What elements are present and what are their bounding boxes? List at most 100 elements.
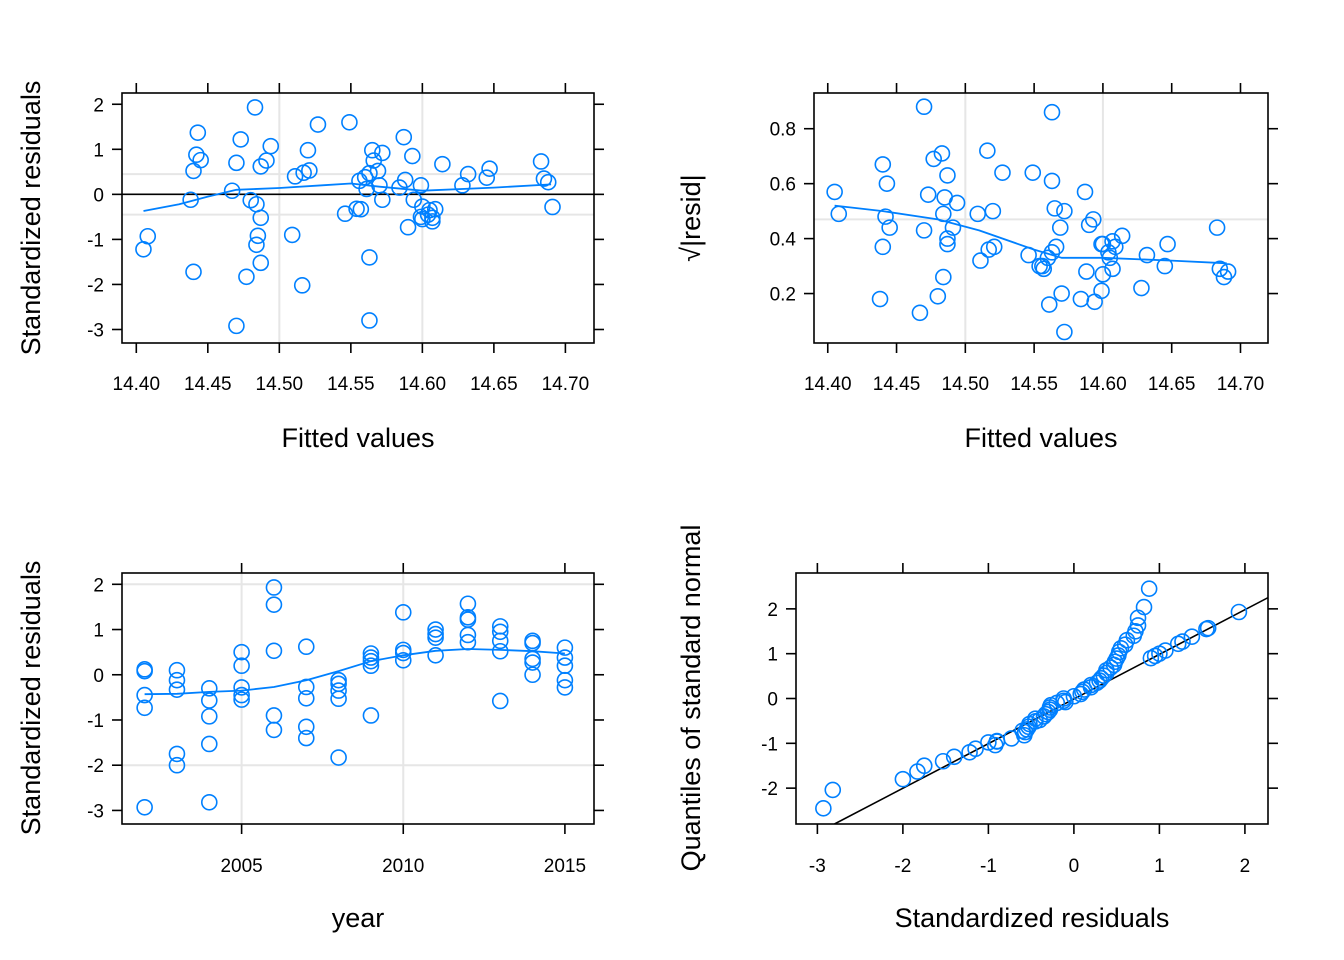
data-point bbox=[265, 596, 283, 613]
data-point bbox=[1208, 219, 1226, 236]
data-point bbox=[826, 183, 843, 201]
data-point bbox=[412, 177, 430, 194]
x-tick-label: 14.45 bbox=[184, 374, 232, 395]
data-point bbox=[939, 167, 956, 184]
x-tick-label: 14.60 bbox=[1079, 374, 1127, 395]
data-point bbox=[297, 638, 315, 656]
y-tick-label: 0 bbox=[93, 185, 104, 206]
y-axis-title: √|resid| bbox=[676, 174, 706, 261]
data-point bbox=[1034, 257, 1051, 275]
data-point bbox=[185, 162, 202, 180]
data-point bbox=[185, 263, 202, 281]
data-point bbox=[1156, 257, 1174, 275]
data-point bbox=[874, 156, 892, 173]
data-point bbox=[945, 748, 963, 766]
x-tick-label: 2015 bbox=[544, 856, 586, 877]
data-point bbox=[556, 671, 574, 689]
data-point bbox=[364, 141, 381, 159]
data-point bbox=[168, 681, 186, 698]
data-point bbox=[1094, 266, 1112, 283]
data-point bbox=[948, 194, 966, 212]
data-point bbox=[877, 208, 894, 225]
data-point bbox=[481, 160, 498, 177]
x-tick-label: 14.55 bbox=[327, 374, 375, 395]
data-point bbox=[252, 254, 270, 272]
data-point bbox=[252, 209, 270, 227]
data-point bbox=[972, 252, 989, 269]
data-point bbox=[935, 268, 952, 286]
data-point bbox=[252, 158, 270, 175]
data-point bbox=[1084, 211, 1102, 228]
data-point bbox=[427, 629, 444, 646]
data-point bbox=[815, 800, 832, 817]
data-point bbox=[556, 679, 574, 696]
data-point bbox=[330, 690, 347, 708]
data-point bbox=[1086, 293, 1103, 311]
y-tick-label: -2 bbox=[87, 275, 104, 296]
panel-frame bbox=[121, 572, 595, 825]
data-point bbox=[136, 798, 153, 816]
data-point bbox=[168, 661, 186, 679]
data-point bbox=[1129, 617, 1147, 634]
x-axis-title: Standardized residuals bbox=[895, 903, 1170, 933]
data-point bbox=[874, 238, 892, 256]
data-point bbox=[192, 151, 209, 169]
data-point bbox=[491, 692, 509, 710]
data-point bbox=[394, 604, 412, 621]
y-tick-label: 2 bbox=[93, 95, 104, 116]
data-point bbox=[399, 218, 417, 236]
x-tick-label: 14.60 bbox=[399, 374, 447, 395]
data-point bbox=[136, 662, 153, 680]
data-point bbox=[1047, 238, 1065, 256]
data-point bbox=[233, 657, 250, 675]
data-point bbox=[539, 173, 557, 191]
data-point bbox=[223, 182, 241, 200]
data-point bbox=[980, 734, 997, 751]
data-point bbox=[200, 735, 218, 753]
data-point bbox=[374, 191, 391, 209]
data-point bbox=[374, 144, 391, 162]
data-point bbox=[168, 671, 186, 689]
panel-p3: 2005 2010 2015 -3 -2 -1 0 1 2 year Standardized re… bbox=[16, 561, 604, 933]
data-point bbox=[1102, 659, 1119, 676]
data-point bbox=[1043, 103, 1061, 121]
data-point bbox=[1215, 268, 1233, 286]
y-tick-label: 0.8 bbox=[770, 120, 796, 141]
data-point bbox=[1035, 260, 1053, 278]
x-axis-title: Fitted values bbox=[281, 423, 434, 453]
y-tick-label: -1 bbox=[761, 734, 778, 755]
data-point bbox=[246, 99, 264, 116]
panel-frame bbox=[795, 572, 1269, 825]
x-tick-label: 14.55 bbox=[1010, 374, 1058, 395]
data-point bbox=[297, 718, 315, 736]
data-point bbox=[421, 201, 438, 219]
data-point bbox=[934, 752, 952, 770]
data-point bbox=[988, 732, 1006, 750]
data-point bbox=[265, 642, 283, 660]
data-point bbox=[459, 165, 477, 183]
data-point bbox=[491, 632, 509, 650]
x-tick-label: 14.70 bbox=[1217, 374, 1265, 395]
y-tick-label: -3 bbox=[87, 320, 104, 341]
data-point bbox=[330, 682, 347, 699]
data-point bbox=[1219, 263, 1237, 280]
y-tick-label: 0 bbox=[93, 666, 104, 687]
data-point bbox=[286, 168, 304, 185]
data-point bbox=[404, 147, 421, 165]
data-point bbox=[238, 268, 255, 286]
data-point bbox=[1230, 603, 1248, 621]
panel-frame bbox=[813, 92, 1269, 344]
data-point bbox=[265, 579, 283, 596]
data-point bbox=[228, 154, 245, 172]
y-tick-label: 1 bbox=[767, 645, 778, 666]
data-point bbox=[233, 643, 250, 661]
data-point bbox=[242, 191, 260, 209]
data-point bbox=[297, 729, 315, 747]
data-point bbox=[491, 642, 509, 660]
data-point bbox=[532, 153, 550, 170]
y-tick-label: -2 bbox=[761, 779, 778, 800]
data-point bbox=[984, 202, 1002, 220]
panel-p4: -3 -2 -1 0 1 2 -2 -1 0 1 2 Standardized residuals Qu… bbox=[676, 525, 1278, 933]
x-tick-label: 14.50 bbox=[256, 374, 304, 395]
